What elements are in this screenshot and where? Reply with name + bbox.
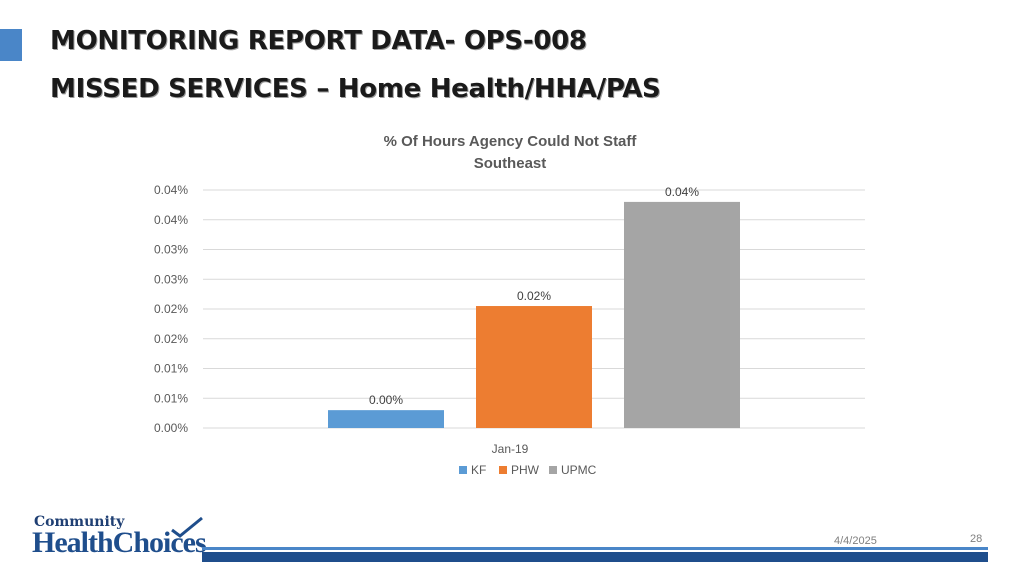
footer-accent-line (202, 547, 988, 550)
title-accent-square (0, 29, 22, 61)
data-label-upmc: 0.04% (665, 185, 699, 199)
chart-subtitle: Southeast (474, 155, 547, 172)
logo-text-healthchoices: HealthChoices (32, 526, 207, 559)
y-tick-label: 0.02% (154, 302, 188, 316)
logo-text-community: Community (34, 514, 125, 530)
y-tick-label: 0.03% (154, 243, 188, 257)
chart-title: % Of Hours Agency Could Not Staff (384, 133, 638, 150)
y-tick-label: 0.03% (154, 272, 188, 286)
bar-chart: % Of Hours Agency Could Not Staff Southe… (154, 133, 865, 477)
community-healthchoices-logo: Community HealthChoices (32, 514, 207, 560)
footer-bar (202, 552, 988, 562)
y-tick-label: 0.02% (154, 332, 188, 346)
legend-label-kf: KF (471, 463, 486, 477)
y-tick-label: 0.01% (154, 362, 188, 376)
data-label-kf: 0.00% (369, 393, 403, 407)
y-tick-label: 0.00% (154, 421, 188, 435)
legend-swatch-kf (459, 466, 467, 474)
legend-label-phw: PHW (511, 463, 540, 477)
bar-kf (328, 410, 444, 428)
bar-phw (476, 306, 592, 428)
legend-label-upmc: UPMC (561, 463, 597, 477)
y-tick-label: 0.04% (154, 213, 188, 227)
y-tick-label: 0.04% (154, 183, 188, 197)
page-number: 28 (970, 533, 983, 545)
slide-title: MONITORING REPORT DATA- OPS-008 (50, 26, 587, 56)
checkmark-icon (171, 516, 203, 538)
y-tick-label: 0.01% (154, 391, 188, 405)
slide-date: 4/4/2025 (834, 535, 877, 547)
x-tick-label: Jan-19 (492, 442, 529, 456)
data-label-phw: 0.02% (517, 289, 551, 303)
slide-subtitle: MISSED SERVICES – Home Health/HHA/PAS (50, 74, 661, 104)
legend-swatch-upmc (549, 466, 557, 474)
bar-upmc (624, 201, 740, 428)
legend-swatch-phw (499, 466, 507, 474)
